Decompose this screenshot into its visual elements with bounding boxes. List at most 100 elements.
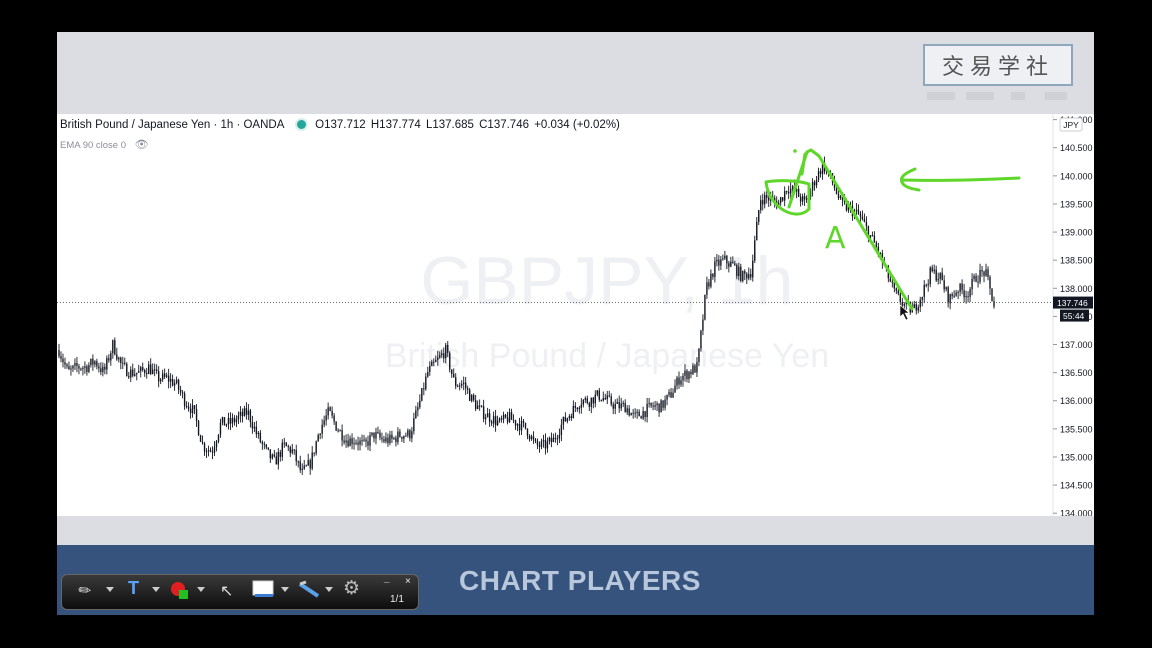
candle-body: [801, 196, 804, 202]
price-chart[interactable]: GBPJPY, 1h British Pound / Japanese Yen 13…: [57, 114, 1094, 516]
candle-body: [281, 442, 283, 457]
candle-body: [317, 434, 319, 442]
candle-body: [550, 437, 553, 443]
candle-body: [570, 416, 573, 419]
candle-body: [656, 403, 658, 406]
candle-body: [622, 403, 624, 405]
settings-gear-icon[interactable]: ⚙: [343, 578, 361, 599]
candle-body: [606, 395, 608, 400]
eraser-dropdown-icon[interactable]: [325, 587, 333, 592]
candle-body: [901, 302, 903, 306]
candle-body: [758, 210, 760, 222]
candle-body: [795, 188, 798, 192]
candle-body: [692, 365, 694, 375]
candle-body: [696, 362, 698, 373]
candle-body: [660, 400, 662, 413]
currency-badge[interactable]: [1059, 117, 1083, 132]
candle-body: [694, 365, 696, 373]
candle-body: [66, 364, 68, 367]
text-tool-icon[interactable]: T: [128, 578, 139, 598]
candle-body: [542, 439, 545, 442]
candle-body: [678, 377, 680, 385]
candle-body: [530, 436, 533, 440]
candle-body: [205, 451, 208, 453]
candle-body: [189, 408, 192, 414]
candle-body: [781, 197, 784, 201]
candle-body: [508, 412, 511, 423]
candle-body: [682, 375, 684, 381]
text-dropdown-icon[interactable]: [152, 587, 160, 592]
candle-body: [642, 411, 644, 419]
candle-body: [877, 246, 880, 254]
candle-body: [464, 382, 467, 389]
candle-body: [361, 440, 363, 442]
candle-body: [64, 362, 66, 365]
eraser-icon[interactable]: [298, 580, 322, 602]
chart-area[interactable]: GBPJPY, 1h British Pound / Japanese Yen 13…: [57, 114, 1094, 516]
candle-body: [395, 437, 397, 443]
y-tick-label: 139.000: [1060, 228, 1093, 238]
candle-body: [512, 419, 515, 421]
candle-body: [136, 372, 138, 375]
candle-body: [650, 402, 652, 406]
candle-body: [401, 436, 403, 439]
eye-hidden-icon[interactable]: 👁: [134, 139, 149, 151]
pen-dropdown-icon[interactable]: [106, 587, 114, 592]
candle-body: [167, 375, 170, 382]
candle-body: [574, 405, 577, 408]
candle-body: [132, 369, 134, 376]
candle-body: [991, 288, 993, 302]
candle-body: [223, 417, 226, 426]
candle-body: [451, 369, 453, 375]
candle-body: [243, 408, 246, 417]
indicator-legend[interactable]: EMA 90 close 0 👁: [60, 138, 149, 151]
candle-body: [897, 290, 900, 294]
close-button[interactable]: ×: [405, 576, 411, 587]
candle-body: [706, 282, 708, 295]
countdown-badge: [1060, 309, 1089, 322]
candle-body: [971, 278, 973, 290]
candle-body: [263, 443, 266, 445]
candle-body: [76, 363, 78, 367]
candle-body: [239, 411, 242, 416]
candle-body: [245, 408, 248, 415]
candle-body: [500, 418, 503, 420]
candle-body: [116, 354, 118, 360]
candle-body: [122, 362, 124, 364]
candle-body: [104, 366, 106, 370]
candle-body: [463, 382, 465, 384]
brand-text: CHART PLAYERS: [459, 565, 701, 596]
candle-body: [726, 255, 728, 264]
candle-body: [217, 434, 220, 442]
pointer-icon[interactable]: ↖: [220, 583, 234, 600]
color-picker-icon[interactable]: [170, 581, 190, 603]
candle-body: [391, 434, 393, 439]
candle-body: [732, 261, 734, 264]
candle-body: [811, 181, 814, 191]
candle-body: [423, 388, 425, 390]
candle-body: [142, 367, 144, 371]
drawing-toolbar[interactable]: ✎ T ↖ ⚙ _ × 1/1: [61, 573, 419, 610]
candle-body: [251, 422, 254, 429]
rectangle-tool-icon[interactable]: [252, 580, 274, 602]
candle-body: [646, 403, 648, 418]
y-tick-label: 140.500: [1060, 143, 1093, 153]
color-dropdown-icon[interactable]: [197, 587, 205, 592]
candle-body: [161, 373, 164, 380]
candle-body: [415, 410, 417, 419]
minimize-button[interactable]: _: [384, 573, 390, 584]
candle-body: [596, 390, 598, 395]
indicator-label: EMA 90 close 0: [60, 140, 127, 151]
candle-body: [94, 361, 96, 365]
candle-body: [518, 424, 521, 431]
candle-body: [134, 374, 136, 376]
candle-body: [377, 432, 379, 434]
candle-body: [931, 267, 933, 272]
candle-body: [867, 226, 870, 239]
candle-body: [447, 344, 449, 353]
rectangle-dropdown-icon[interactable]: [281, 587, 289, 592]
pen-icon[interactable]: ✎: [75, 580, 96, 602]
candle-body: [126, 363, 128, 377]
candle-body: [457, 386, 459, 388]
candle-body: [524, 422, 527, 429]
